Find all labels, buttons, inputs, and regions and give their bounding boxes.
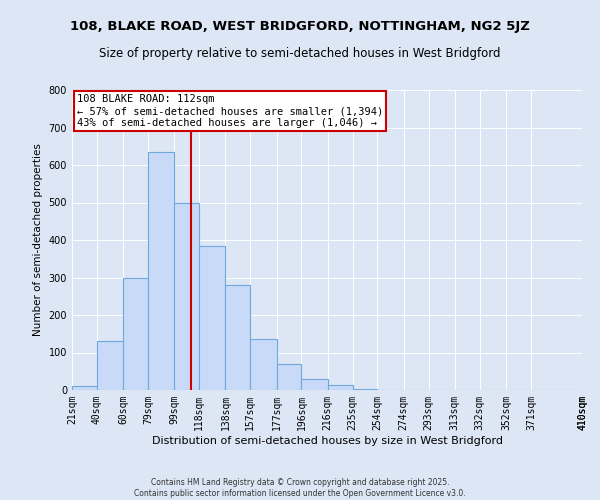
Bar (72, 386, 97, 390)
Text: 108, BLAKE ROAD, WEST BRIDGFORD, NOTTINGHAM, NG2 5JZ: 108, BLAKE ROAD, WEST BRIDGFORD, NOTTING… (70, 20, 530, 33)
Y-axis label: Number of semi-detached properties: Number of semi-detached properties (33, 144, 43, 336)
Bar (148, 152, 174, 390)
Bar (277, 364, 301, 390)
Bar (250, 340, 277, 390)
Text: Contains HM Land Registry data © Crown copyright and database right 2025.
Contai: Contains HM Land Registry data © Crown c… (134, 478, 466, 498)
Bar (301, 379, 328, 390)
Bar (328, 385, 353, 390)
Text: 108 BLAKE ROAD: 112sqm
← 57% of semi-detached houses are smaller (1,394)
43% of : 108 BLAKE ROAD: 112sqm ← 57% of semi-det… (77, 94, 383, 128)
Text: Size of property relative to semi-detached houses in West Bridgford: Size of property relative to semi-detach… (99, 48, 501, 60)
Bar (199, 246, 226, 390)
Bar (97, 341, 123, 390)
X-axis label: Distribution of semi-detached houses by size in West Bridgford: Distribution of semi-detached houses by … (151, 436, 503, 446)
Bar (123, 278, 148, 390)
Bar (226, 285, 250, 390)
Bar (353, 389, 377, 390)
Bar (174, 202, 199, 390)
